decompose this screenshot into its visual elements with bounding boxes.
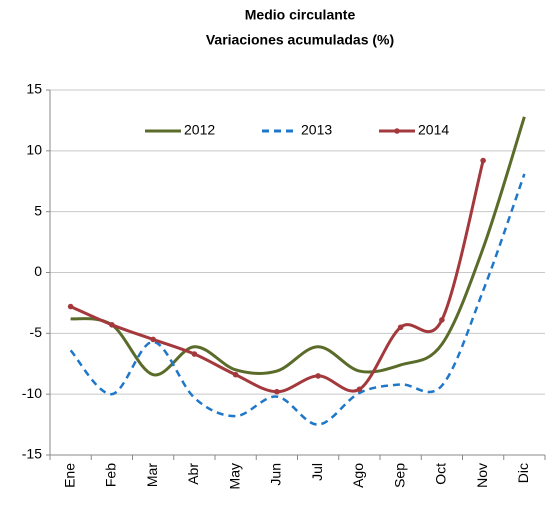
x-tick-label: Dic xyxy=(515,463,531,483)
chart-subtitle: Variaciones acumuladas (%) xyxy=(206,32,394,48)
y-tick-label: 15 xyxy=(26,81,42,97)
x-tick-label: Nov xyxy=(474,463,490,488)
x-tick-label: Abr xyxy=(185,463,201,485)
x-tick-label: Jul xyxy=(309,463,325,481)
x-tick-label: Oct xyxy=(433,463,449,485)
data-point xyxy=(191,351,198,357)
legend-marker xyxy=(394,128,400,134)
y-tick-label: -10 xyxy=(22,385,42,401)
data-point xyxy=(150,336,156,343)
x-tick-label: Ago xyxy=(350,463,366,488)
chart-title: Medio circulante xyxy=(245,7,356,23)
x-tick-label: Mar xyxy=(144,463,160,487)
data-point xyxy=(439,317,445,323)
series-line xyxy=(70,116,526,377)
data-point xyxy=(356,386,363,393)
y-tick-label: 10 xyxy=(26,142,42,158)
x-tick-label: Jun xyxy=(268,463,284,486)
x-tick-label: Ene xyxy=(61,463,77,488)
legend-label: 2012 xyxy=(184,122,215,138)
data-point xyxy=(315,373,321,379)
data-point xyxy=(274,388,280,395)
data-point xyxy=(109,322,115,328)
series-line xyxy=(69,173,526,426)
x-tick-label: Feb xyxy=(103,463,119,487)
data-point xyxy=(480,157,486,164)
series-line xyxy=(70,160,485,394)
data-point xyxy=(232,371,239,378)
legend-label: 2014 xyxy=(418,122,449,138)
x-tick-label: May xyxy=(226,463,242,489)
data-point xyxy=(67,303,74,310)
y-tick-label: -5 xyxy=(30,324,43,340)
y-tick-label: -15 xyxy=(22,446,42,462)
y-tick-label: 0 xyxy=(34,263,42,279)
legend-label: 2013 xyxy=(301,122,332,138)
data-point xyxy=(397,324,404,331)
y-tick-label: 5 xyxy=(34,202,42,218)
x-tick-label: Sep xyxy=(391,463,407,488)
